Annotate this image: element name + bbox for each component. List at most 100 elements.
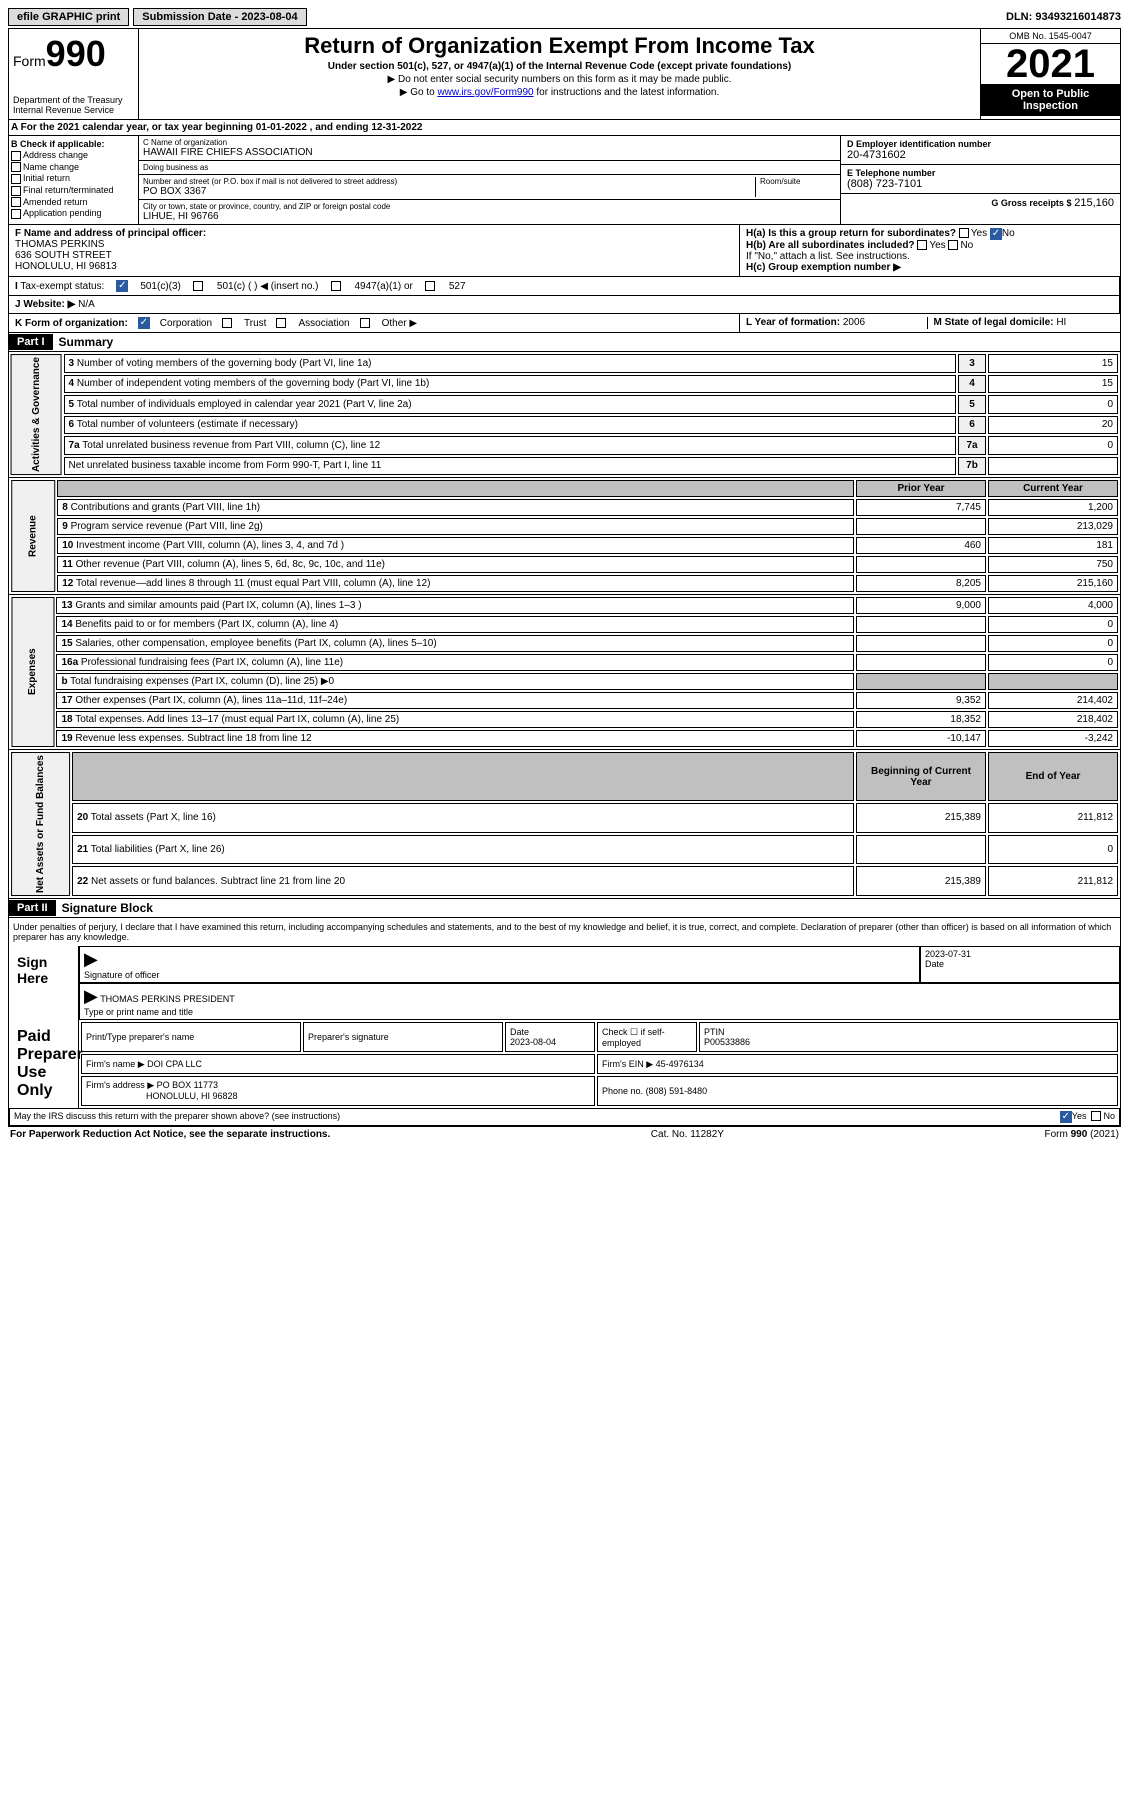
form-word: Form bbox=[13, 53, 46, 69]
trust-checkbox[interactable] bbox=[222, 318, 232, 328]
page-footer: For Paperwork Reduction Act Notice, see … bbox=[8, 1127, 1121, 1142]
form-note-2: ▶ Go to www.irs.gov/Form990 for instruct… bbox=[143, 87, 976, 98]
discuss-yes-checked[interactable]: ✓ bbox=[1060, 1111, 1072, 1123]
discuss-question: May the IRS discuss this return with the… bbox=[14, 1111, 1060, 1123]
officer-name: THOMAS PERKINS bbox=[15, 239, 733, 250]
net-desc: 21 Total liabilities (Part X, line 26) bbox=[72, 835, 854, 865]
signature-block: Under penalties of perjury, I declare th… bbox=[8, 918, 1121, 1127]
checkbox-pending[interactable] bbox=[11, 209, 21, 219]
legal-domicile: HI bbox=[1056, 317, 1066, 328]
expenses-table: Expenses13 Grants and similar amounts pa… bbox=[8, 595, 1121, 750]
hdr-curr-rev: Current Year bbox=[988, 480, 1118, 497]
hdr-end: End of Year bbox=[988, 752, 1118, 801]
sig-date: 2023-07-31 bbox=[925, 949, 971, 959]
row-val: 20 bbox=[988, 416, 1118, 435]
footer-left: For Paperwork Reduction Act Notice, see … bbox=[10, 1129, 330, 1140]
dept-treasury: Department of the Treasury Internal Reve… bbox=[13, 95, 134, 115]
exp-desc: 16a Professional fundraising fees (Part … bbox=[56, 654, 854, 671]
exp-prior: 18,352 bbox=[856, 711, 986, 728]
row-val: 15 bbox=[988, 354, 1118, 373]
ptin: P00533886 bbox=[704, 1037, 750, 1047]
rev-prior bbox=[856, 556, 986, 573]
rev-prior: 8,205 bbox=[856, 575, 986, 592]
exp-desc: 13 Grants and similar amounts paid (Part… bbox=[56, 597, 854, 614]
ein: 20-4731602 bbox=[847, 149, 1114, 161]
section-i-j: I Tax-exempt status: ✓501(c)(3) 501(c) (… bbox=[8, 277, 1121, 296]
exp-curr: 0 bbox=[988, 654, 1118, 671]
exp-prior bbox=[856, 654, 986, 671]
efile-button[interactable]: efile GRAPHIC print bbox=[8, 8, 129, 26]
tax-year: 2021 bbox=[981, 44, 1120, 84]
side-activities-gov: Activities & Governance bbox=[11, 354, 62, 475]
net-curr: 211,812 bbox=[988, 803, 1118, 833]
perjury-declaration: Under penalties of perjury, I declare th… bbox=[9, 918, 1120, 946]
checkbox-addr-change[interactable] bbox=[11, 151, 21, 161]
officer-printed-name: THOMAS PERKINS PRESIDENT bbox=[100, 994, 235, 1004]
rev-desc: 11 Other revenue (Part VIII, column (A),… bbox=[57, 556, 854, 573]
row-desc: 3 Number of voting members of the govern… bbox=[64, 354, 956, 373]
paid-preparer-label: Paid Preparer Use Only bbox=[9, 1020, 79, 1108]
checkbox-initial[interactable] bbox=[11, 174, 21, 184]
exp-prior: -10,147 bbox=[856, 730, 986, 747]
prep-date: 2023-08-04 bbox=[510, 1037, 556, 1047]
city-state-zip: LIHUE, HI 96766 bbox=[143, 211, 836, 222]
telephone: (808) 723-7101 bbox=[847, 178, 1114, 190]
sign-here-label: Sign Here bbox=[9, 946, 79, 1020]
row-val: 0 bbox=[988, 436, 1118, 455]
tax-period: A For the 2021 calendar year, or tax yea… bbox=[8, 120, 1121, 136]
rev-desc: 10 Investment income (Part VIII, column … bbox=[57, 537, 854, 554]
exp-curr: 0 bbox=[988, 616, 1118, 633]
4947-checkbox[interactable] bbox=[331, 281, 341, 291]
checkbox-final[interactable] bbox=[11, 186, 21, 196]
ha-yes[interactable] bbox=[959, 228, 969, 238]
side-revenue: Revenue bbox=[11, 480, 55, 592]
form-number: 990 bbox=[46, 33, 106, 74]
hdr-prior-rev: Prior Year bbox=[856, 480, 986, 497]
row-num: 4 bbox=[958, 375, 986, 394]
other-checkbox[interactable] bbox=[360, 318, 370, 328]
firm-name: DOI CPA LLC bbox=[147, 1059, 202, 1069]
irs-link[interactable]: www.irs.gov/Form990 bbox=[437, 87, 533, 98]
exp-curr: -3,242 bbox=[988, 730, 1118, 747]
form-subtitle: Under section 501(c), 527, or 4947(a)(1)… bbox=[143, 61, 976, 72]
row-num: 3 bbox=[958, 354, 986, 373]
rev-desc: 9 Program service revenue (Part VIII, li… bbox=[57, 518, 854, 535]
row-num: 7a bbox=[958, 436, 986, 455]
net-desc: 20 Total assets (Part X, line 16) bbox=[72, 803, 854, 833]
exp-prior bbox=[856, 616, 986, 633]
hb-no[interactable] bbox=[948, 240, 958, 250]
section-j: J Website: ▶ N/A bbox=[8, 296, 1121, 314]
officer-addr1: 636 SOUTH STREET bbox=[15, 250, 733, 261]
section-right: D Employer identification number20-47316… bbox=[840, 136, 1120, 224]
hb-yes[interactable] bbox=[917, 240, 927, 250]
exp-prior bbox=[856, 635, 986, 652]
row-num: 5 bbox=[958, 395, 986, 414]
street-address: PO BOX 3367 bbox=[143, 186, 755, 197]
submission-date-button[interactable]: Submission Date - 2023-08-04 bbox=[133, 8, 306, 26]
checkbox-amended[interactable] bbox=[11, 197, 21, 207]
side-netassets: Net Assets or Fund Balances bbox=[11, 752, 70, 896]
rev-prior: 7,745 bbox=[856, 499, 986, 516]
row-desc: 4 Number of independent voting members o… bbox=[64, 375, 956, 394]
corp-checked[interactable]: ✓ bbox=[138, 317, 150, 329]
ha-no-checked[interactable]: ✓ bbox=[990, 228, 1002, 240]
footer-mid: Cat. No. 11282Y bbox=[651, 1129, 724, 1140]
net-curr: 211,812 bbox=[988, 866, 1118, 896]
checkbox-name-change[interactable] bbox=[11, 162, 21, 172]
discuss-no[interactable] bbox=[1091, 1111, 1101, 1121]
assoc-checkbox[interactable] bbox=[276, 318, 286, 328]
501c3-checked[interactable]: ✓ bbox=[116, 280, 128, 292]
row-desc: 7a Total unrelated business revenue from… bbox=[64, 436, 956, 455]
527-checkbox[interactable] bbox=[425, 281, 435, 291]
501c-checkbox[interactable] bbox=[193, 281, 203, 291]
row-num: 6 bbox=[958, 416, 986, 435]
form-title: Return of Organization Exempt From Incom… bbox=[143, 33, 976, 59]
revenue-table: RevenuePrior YearCurrent Year8 Contribut… bbox=[8, 478, 1121, 595]
form-header: Form990 Department of the Treasury Inter… bbox=[8, 28, 1121, 120]
website: N/A bbox=[78, 299, 95, 310]
exp-curr: 4,000 bbox=[988, 597, 1118, 614]
rev-curr: 215,160 bbox=[988, 575, 1118, 592]
section-f-h: F Name and address of principal officer:… bbox=[8, 225, 1121, 277]
part2-header: Part II Signature Block bbox=[8, 899, 1121, 918]
exp-desc: b Total fundraising expenses (Part IX, c… bbox=[56, 673, 854, 690]
